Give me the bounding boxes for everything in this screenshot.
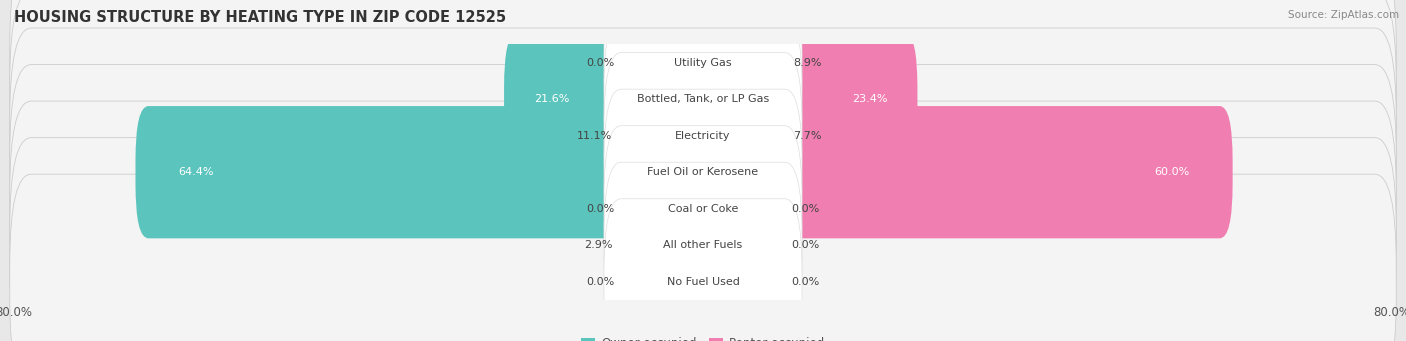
Text: 11.1%: 11.1% xyxy=(578,131,613,141)
Text: 23.4%: 23.4% xyxy=(852,94,887,104)
Text: 0.0%: 0.0% xyxy=(586,58,614,68)
FancyBboxPatch shape xyxy=(690,33,918,165)
Text: 0.0%: 0.0% xyxy=(792,240,820,250)
Text: Bottled, Tank, or LP Gas: Bottled, Tank, or LP Gas xyxy=(637,94,769,104)
Text: No Fuel Used: No Fuel Used xyxy=(666,277,740,287)
Text: All other Fuels: All other Fuels xyxy=(664,240,742,250)
FancyBboxPatch shape xyxy=(665,179,716,311)
Text: 8.9%: 8.9% xyxy=(793,58,823,68)
Text: 2.9%: 2.9% xyxy=(583,240,613,250)
FancyBboxPatch shape xyxy=(605,199,801,341)
FancyBboxPatch shape xyxy=(605,162,801,328)
FancyBboxPatch shape xyxy=(10,138,1396,341)
Text: Utility Gas: Utility Gas xyxy=(675,58,731,68)
FancyBboxPatch shape xyxy=(605,126,801,292)
FancyBboxPatch shape xyxy=(605,89,801,255)
Text: Fuel Oil or Kerosene: Fuel Oil or Kerosene xyxy=(647,167,759,177)
FancyBboxPatch shape xyxy=(505,33,716,165)
Text: Coal or Coke: Coal or Coke xyxy=(668,204,738,214)
Text: Source: ZipAtlas.com: Source: ZipAtlas.com xyxy=(1288,10,1399,20)
Text: HOUSING STRUCTURE BY HEATING TYPE IN ZIP CODE 12525: HOUSING STRUCTURE BY HEATING TYPE IN ZIP… xyxy=(14,10,506,25)
Text: 7.7%: 7.7% xyxy=(793,131,823,141)
FancyBboxPatch shape xyxy=(690,70,782,202)
Text: 21.6%: 21.6% xyxy=(534,94,569,104)
Text: 0.0%: 0.0% xyxy=(792,204,820,214)
FancyBboxPatch shape xyxy=(10,174,1396,341)
Text: 64.4%: 64.4% xyxy=(179,167,214,177)
FancyBboxPatch shape xyxy=(10,28,1396,243)
Text: 0.0%: 0.0% xyxy=(586,277,614,287)
Text: Electricity: Electricity xyxy=(675,131,731,141)
Text: 60.0%: 60.0% xyxy=(1154,167,1189,177)
FancyBboxPatch shape xyxy=(10,101,1396,316)
FancyBboxPatch shape xyxy=(135,106,716,238)
Text: 0.0%: 0.0% xyxy=(792,277,820,287)
FancyBboxPatch shape xyxy=(605,53,801,219)
FancyBboxPatch shape xyxy=(595,70,716,202)
FancyBboxPatch shape xyxy=(10,0,1396,207)
FancyBboxPatch shape xyxy=(605,16,801,182)
Text: 0.0%: 0.0% xyxy=(586,204,614,214)
FancyBboxPatch shape xyxy=(605,0,801,146)
Legend: Owner-occupied, Renter-occupied: Owner-occupied, Renter-occupied xyxy=(581,338,825,341)
FancyBboxPatch shape xyxy=(690,106,1233,238)
FancyBboxPatch shape xyxy=(10,0,1396,170)
FancyBboxPatch shape xyxy=(10,64,1396,280)
FancyBboxPatch shape xyxy=(690,0,793,129)
